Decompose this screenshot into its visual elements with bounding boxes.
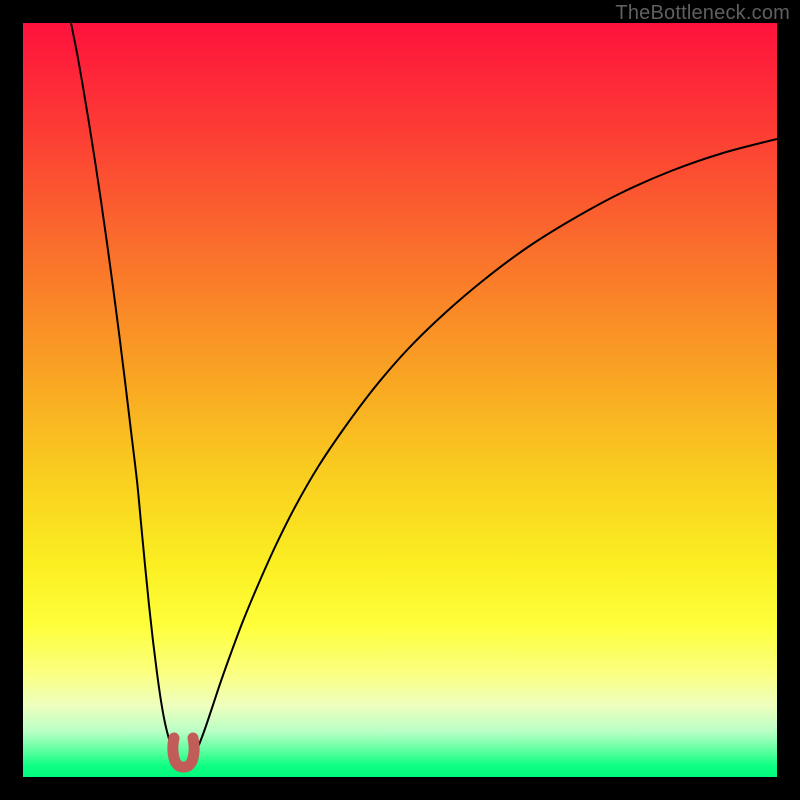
chart-background: [23, 23, 777, 777]
chart-svg: [23, 23, 777, 777]
bottleneck-chart: [23, 23, 777, 777]
watermark-text: TheBottleneck.com: [615, 2, 790, 25]
